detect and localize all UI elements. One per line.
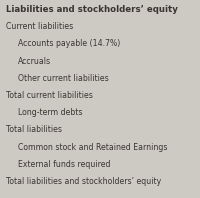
Text: Liabilities and stockholders’ equity: Liabilities and stockholders’ equity: [6, 5, 178, 14]
Text: Other current liabilities: Other current liabilities: [18, 74, 109, 83]
Text: External funds required: External funds required: [18, 160, 110, 169]
Text: Long-term debts: Long-term debts: [18, 108, 83, 117]
Text: Accounts payable (14.7%): Accounts payable (14.7%): [18, 39, 120, 48]
Text: Total liabilities: Total liabilities: [6, 125, 62, 134]
Text: Common stock and Retained Earnings: Common stock and Retained Earnings: [18, 143, 168, 152]
Text: Total liabilities and stockholders’ equity: Total liabilities and stockholders’ equi…: [6, 177, 161, 186]
Text: Current liabilities: Current liabilities: [6, 22, 73, 31]
Text: Accruals: Accruals: [18, 57, 51, 66]
Text: Total current liabilities: Total current liabilities: [6, 91, 93, 100]
